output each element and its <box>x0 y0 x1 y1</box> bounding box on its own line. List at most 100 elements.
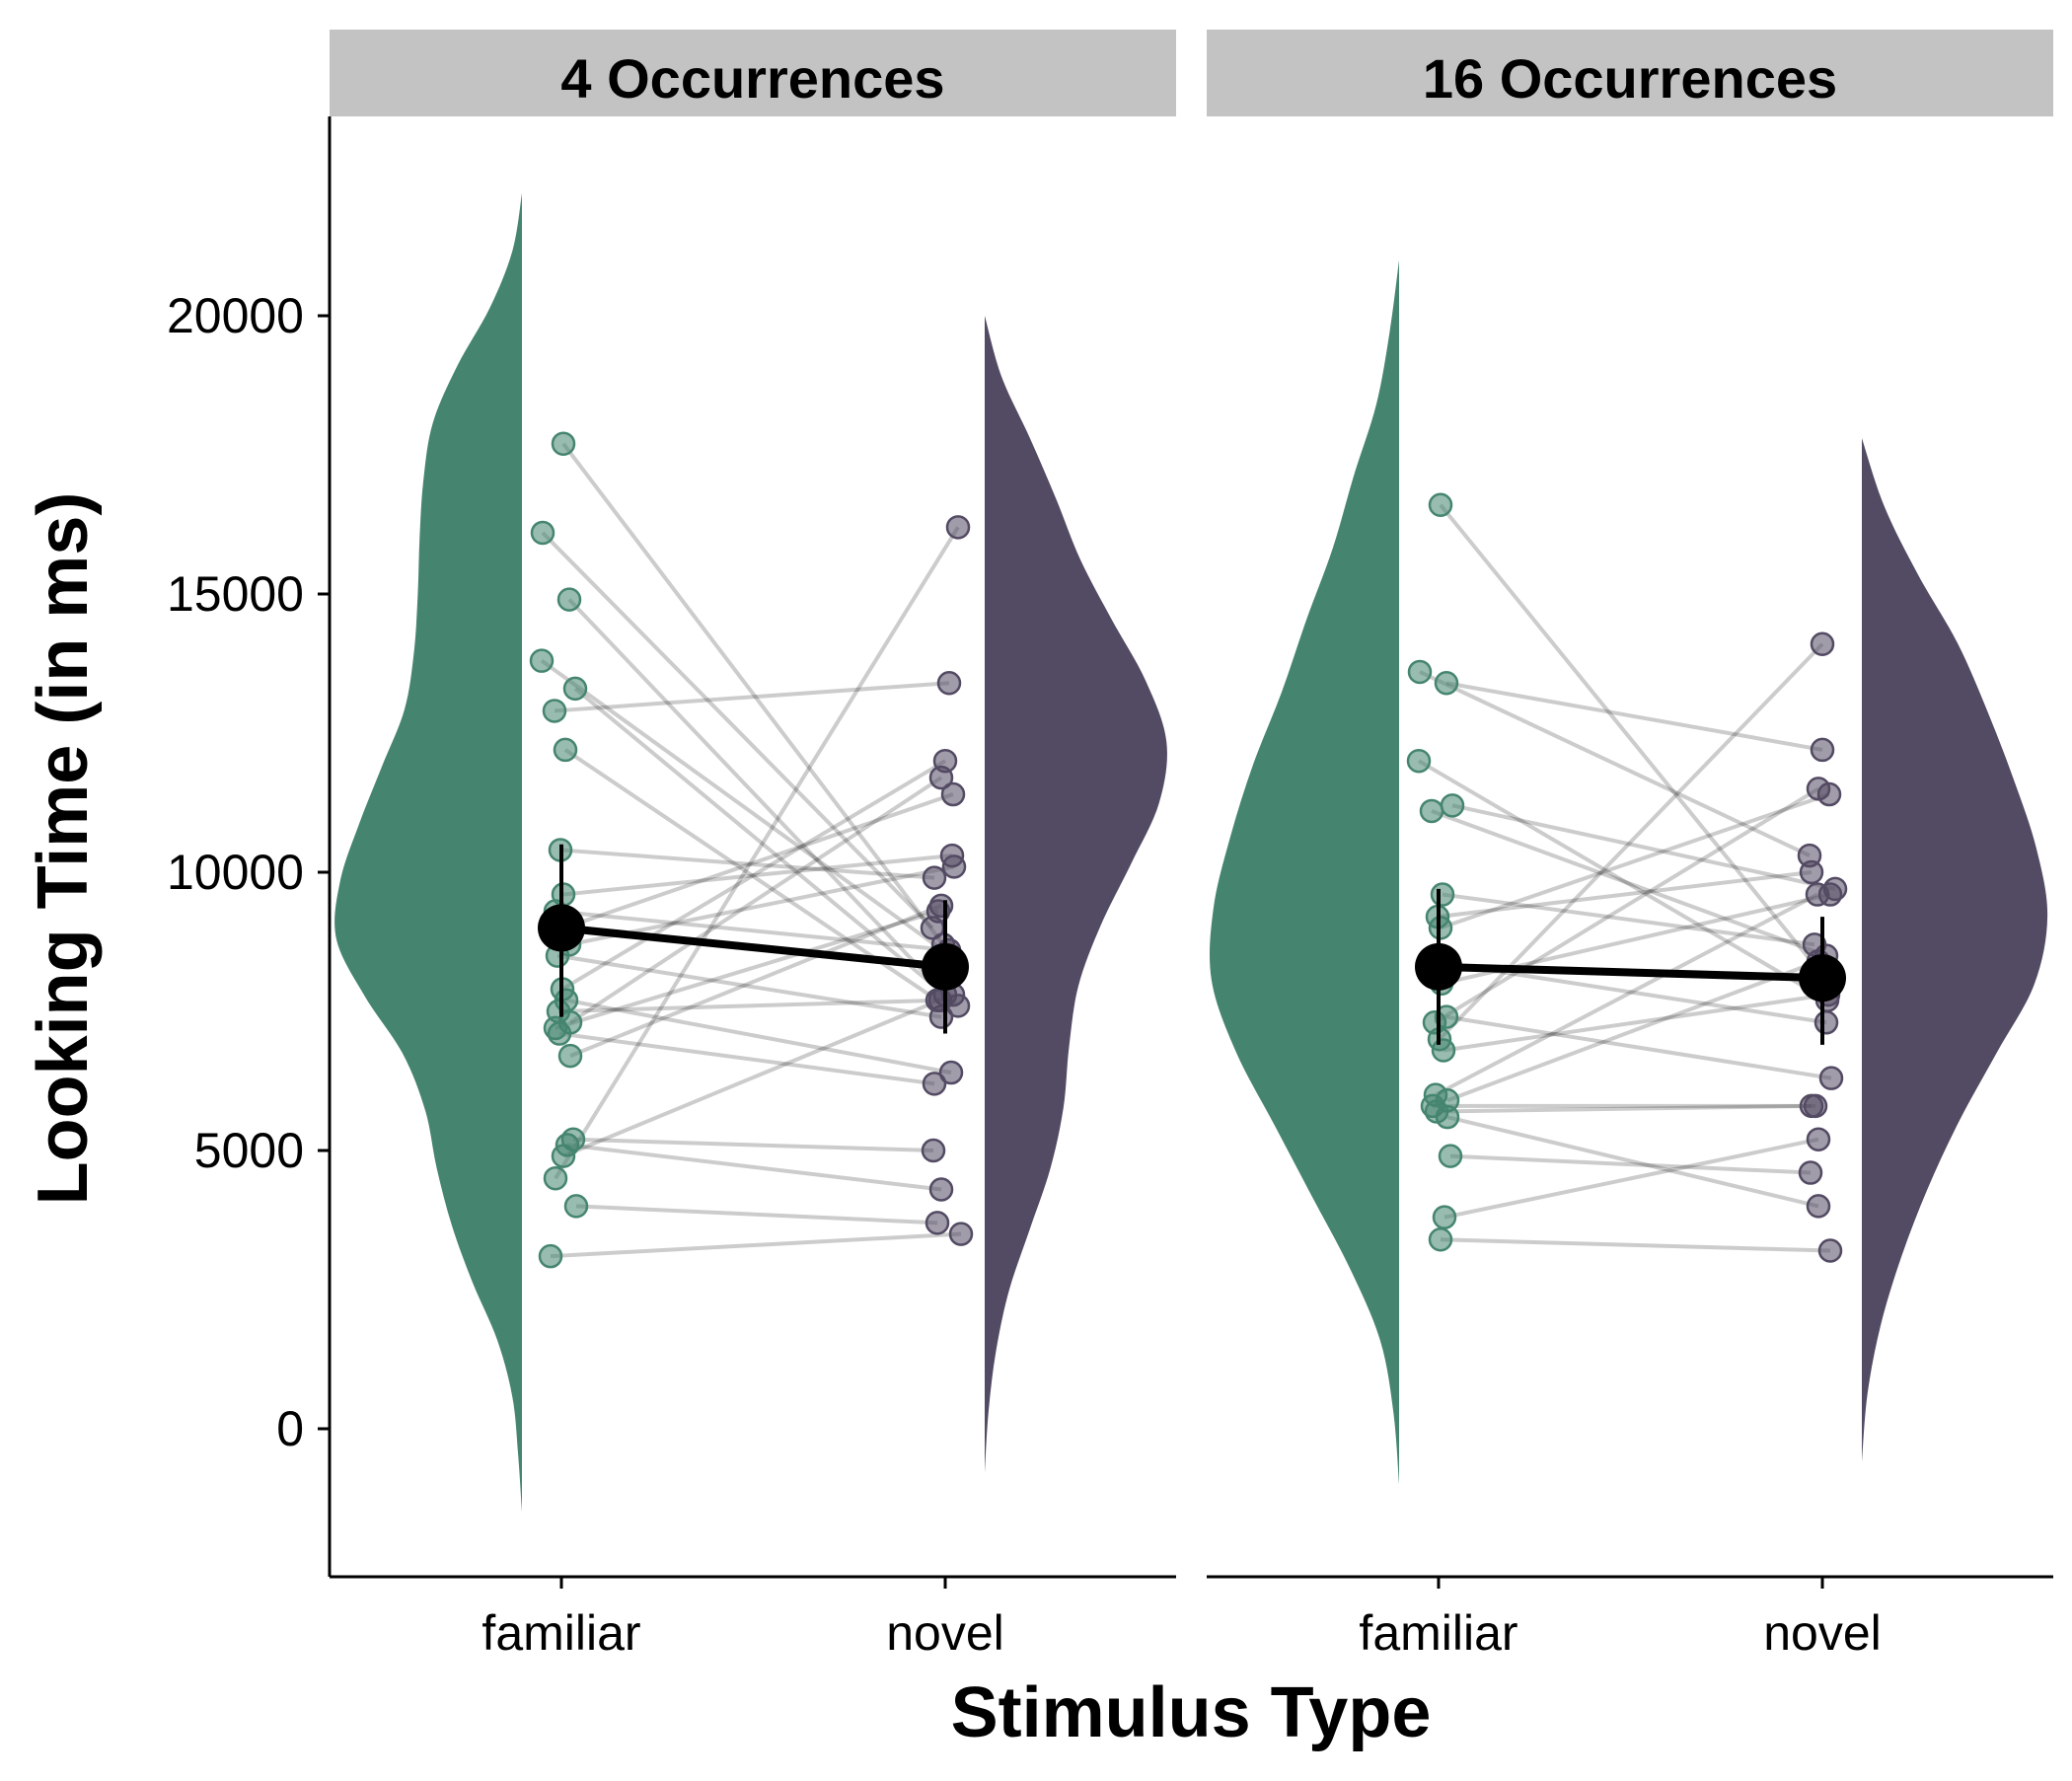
point-familiar <box>547 1021 572 1046</box>
violin-familiar <box>334 192 522 1513</box>
participant-line <box>1439 503 1822 974</box>
participant-line <box>1446 959 1819 1103</box>
participant-line <box>568 776 943 1024</box>
point-familiar <box>551 1144 576 1168</box>
violin-novel <box>1862 438 2048 1462</box>
point-familiar <box>542 699 567 723</box>
participant-line <box>566 1143 942 1192</box>
point-familiar <box>1428 1226 1453 1252</box>
point-novel <box>945 515 971 540</box>
participant-line <box>563 792 954 930</box>
point-familiar <box>529 648 555 673</box>
participant-line <box>562 993 954 1158</box>
y-axis-title: Looking Time (in ms) <box>24 492 103 1206</box>
participant-line <box>1451 803 1836 891</box>
point-novel <box>1798 1160 1823 1185</box>
point-familiar <box>556 587 582 612</box>
point-novel <box>1806 777 1831 801</box>
participant-line <box>572 1137 934 1152</box>
participant-line <box>1437 870 1813 920</box>
point-familiar <box>1434 670 1459 696</box>
facet-strip <box>330 30 1176 116</box>
participant-line <box>1442 892 1815 947</box>
participant-line <box>1438 642 1824 1041</box>
y-tick-label: 0 <box>276 1401 304 1456</box>
point-novel <box>928 765 954 790</box>
point-novel <box>922 1072 947 1096</box>
point-novel <box>948 1222 974 1246</box>
participant-lines <box>1417 503 1836 1253</box>
point-novel <box>921 1138 946 1163</box>
participant-line <box>569 903 942 1058</box>
participant-line <box>575 1204 938 1225</box>
participant-line <box>1440 1237 1831 1253</box>
mean-point-familiar <box>538 904 585 952</box>
participant-line <box>555 909 939 1030</box>
x-axis-title: Stimulus Type <box>951 1673 1432 1752</box>
point-familiar <box>1419 798 1444 824</box>
x-tick-label: novel <box>1763 1605 1882 1661</box>
y-tick-label: 5000 <box>194 1123 304 1178</box>
violin-novel <box>985 316 1167 1474</box>
y-tick-label: 20000 <box>167 288 304 343</box>
participant-line <box>1443 993 1829 1053</box>
point-familiar <box>1430 882 1455 907</box>
participant-line <box>1419 670 1811 857</box>
participant-line <box>557 998 941 1013</box>
point-novel <box>1818 1066 1844 1090</box>
facet-panel-1: 4 Occurrences familiar novel <box>330 30 1176 1661</box>
panels-layer: 4 Occurrences familiar novel 16 Occurrences… <box>330 30 2053 1661</box>
facet-strip <box>1207 30 2053 116</box>
point-novel <box>1810 737 1835 763</box>
point-novel <box>1817 1238 1843 1263</box>
participant-line <box>554 681 950 713</box>
point-novel <box>940 781 966 807</box>
participant-line <box>573 687 960 1007</box>
participant-line <box>1417 759 1829 1002</box>
participant-lines <box>540 442 962 1259</box>
participant-line <box>1445 1014 1832 1080</box>
participant-line <box>1449 1153 1812 1175</box>
participant-line <box>565 998 952 1076</box>
point-familiar <box>551 431 576 456</box>
participant-line <box>554 526 960 1180</box>
point-familiar <box>563 1194 589 1219</box>
point-familiar <box>562 676 588 702</box>
facet-strip-title: 4 Occurrences <box>560 47 944 110</box>
mean-line <box>1438 962 1823 983</box>
mean-point-novel <box>1799 954 1846 1002</box>
point-familiar <box>1438 1144 1463 1168</box>
participant-line <box>1436 1103 1813 1114</box>
participant-line <box>556 953 942 1019</box>
point-novel <box>928 893 954 919</box>
point-familiar <box>1435 1104 1460 1130</box>
axes-layer: 0 5000 10000 15000 20000 <box>167 116 332 1577</box>
point-novel <box>938 1060 964 1085</box>
point-novel <box>1813 1010 1839 1035</box>
participant-line <box>1445 681 1823 752</box>
facet-strip-title: 16 Occurrences <box>1423 47 1837 110</box>
y-tick-label: 15000 <box>167 566 304 622</box>
point-novel <box>1799 859 1824 885</box>
point-novel <box>1806 1194 1831 1219</box>
participant-line <box>1431 809 1827 958</box>
point-novel <box>1799 1093 1824 1119</box>
x-tick-label: familiar <box>481 1605 640 1661</box>
point-familiar <box>1432 1205 1457 1229</box>
participant-line <box>1440 792 1830 930</box>
point-familiar <box>553 737 578 763</box>
point-novel <box>936 670 962 696</box>
participant-line <box>562 853 953 897</box>
point-familiar <box>1440 793 1465 818</box>
participant-line <box>540 659 952 958</box>
point-novel <box>925 1211 950 1235</box>
point-familiar <box>1406 748 1432 774</box>
participant-line <box>560 759 947 992</box>
point-familiar <box>1407 659 1433 685</box>
participant-line <box>561 442 945 946</box>
point-familiar <box>1431 1038 1456 1063</box>
participant-line <box>1446 1115 1819 1209</box>
point-novel <box>922 865 947 890</box>
mean-line <box>560 924 946 971</box>
